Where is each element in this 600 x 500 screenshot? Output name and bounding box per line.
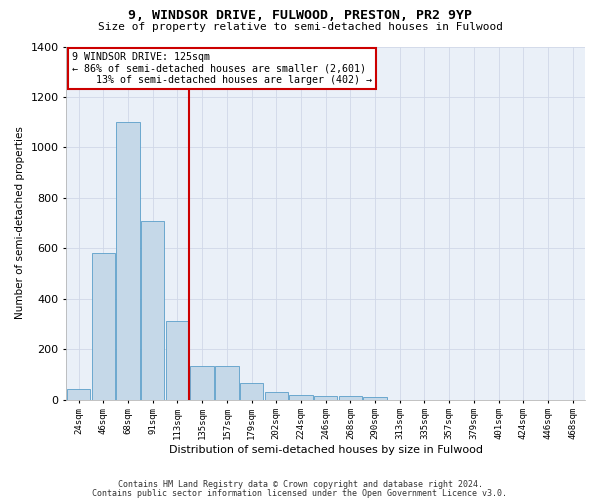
Bar [338,396,362,400]
Bar [116,122,140,400]
Bar [190,366,214,400]
Bar [92,254,115,400]
Bar [364,397,387,400]
Bar [215,366,239,400]
Text: 9, WINDSOR DRIVE, FULWOOD, PRESTON, PR2 9YP: 9, WINDSOR DRIVE, FULWOOD, PRESTON, PR2 … [128,9,472,22]
Bar [314,396,337,400]
Bar [240,383,263,400]
Y-axis label: Number of semi-detached properties: Number of semi-detached properties [15,126,25,320]
Bar [141,220,164,400]
Text: Size of property relative to semi-detached houses in Fulwood: Size of property relative to semi-detach… [97,22,503,32]
Text: Contains public sector information licensed under the Open Government Licence v3: Contains public sector information licen… [92,488,508,498]
Bar [289,394,313,400]
Bar [166,322,189,400]
Bar [67,390,91,400]
Bar [265,392,288,400]
Text: 9 WINDSOR DRIVE: 125sqm
← 86% of semi-detached houses are smaller (2,601)
    13: 9 WINDSOR DRIVE: 125sqm ← 86% of semi-de… [71,52,371,85]
X-axis label: Distribution of semi-detached houses by size in Fulwood: Distribution of semi-detached houses by … [169,445,482,455]
Text: Contains HM Land Registry data © Crown copyright and database right 2024.: Contains HM Land Registry data © Crown c… [118,480,482,489]
